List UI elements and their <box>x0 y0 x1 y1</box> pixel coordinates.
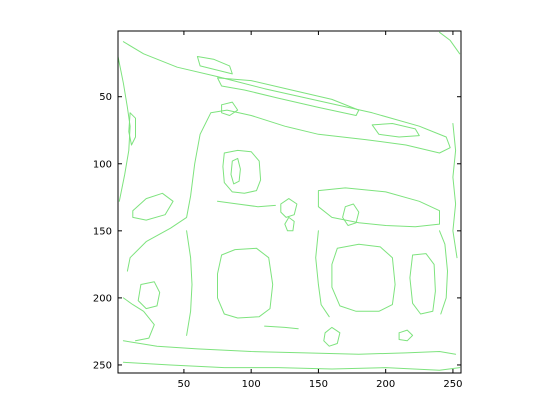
contour-roof-strip <box>217 77 360 116</box>
contour-left-edge-lower <box>132 192 174 221</box>
contour-roof-right-blob <box>371 123 420 138</box>
contour-top-right-dash <box>439 31 461 55</box>
contour-center-bar <box>217 200 276 208</box>
contour-upper-left-small-1 <box>221 101 239 116</box>
contour-left-edge-top <box>117 56 131 202</box>
contour-left-mid-curve <box>122 297 155 342</box>
y-tick-label-100: 100 <box>93 159 112 170</box>
contour-upper-left-small-2 <box>128 112 136 146</box>
contour-right-pillar <box>409 253 436 315</box>
contour-center-small-blob-1 <box>280 198 298 218</box>
x-tick-label-50: 50 <box>178 379 191 390</box>
plot-frame <box>117 30 462 374</box>
contour-bottom-band <box>122 361 461 371</box>
contour-lines <box>117 31 461 371</box>
contour-window-upper-left <box>222 149 262 194</box>
contour-small-bottom-blob-2 <box>398 329 414 342</box>
axis-ticks <box>118 31 461 373</box>
contour-door <box>217 247 274 319</box>
contour-mid-lower-curve <box>315 230 330 318</box>
contour-house-left-wall <box>196 56 233 75</box>
contour-small-bottom-blob <box>323 326 341 347</box>
x-tick-label-250: 250 <box>443 379 462 390</box>
x-tick-label-150: 150 <box>309 379 328 390</box>
y-tick-label-250: 250 <box>93 360 112 371</box>
x-tick-label-200: 200 <box>376 379 395 390</box>
contour-lower-bar <box>264 325 299 330</box>
y-tick-label-50: 50 <box>99 92 112 103</box>
y-tick-label-150: 150 <box>93 226 112 237</box>
contour-right-edge-curve <box>452 123 458 259</box>
contour-lower-band <box>122 340 457 355</box>
contour-center-small-blob-2 <box>284 216 295 232</box>
axis-tick-labels: 50 100 150 200 250 50 100 150 200 250 <box>93 92 463 390</box>
contour-lower-left-blob <box>137 281 161 310</box>
contour-right-vert-curve <box>439 230 448 315</box>
y-tick-label-200: 200 <box>93 293 112 304</box>
x-tick-label-100: 100 <box>242 379 261 390</box>
contour-left-lower-vertical <box>186 230 193 336</box>
contour-right-window-lower <box>331 243 396 312</box>
contour-window-upper-inner <box>230 157 241 185</box>
contour-right-window-frame <box>317 187 440 228</box>
contour-mid-blob-right <box>342 203 360 226</box>
contour-house-outline <box>122 41 451 272</box>
